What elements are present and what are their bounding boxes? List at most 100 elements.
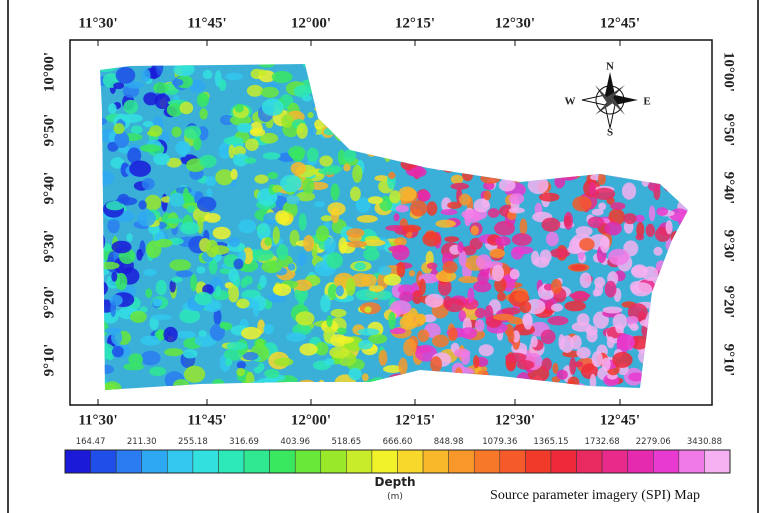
raster-blob xyxy=(245,139,259,151)
raster-blob xyxy=(390,300,411,314)
raster-blob xyxy=(477,114,491,121)
raster-blob xyxy=(655,284,672,294)
raster-blob xyxy=(660,334,668,345)
raster-blob xyxy=(350,119,365,134)
legend-swatch xyxy=(116,450,142,473)
raster-blob xyxy=(368,196,383,204)
raster-blob xyxy=(444,236,459,242)
raster-blob xyxy=(551,304,563,312)
raster-blob xyxy=(277,244,289,260)
legend-swatch xyxy=(65,450,91,473)
raster-blob xyxy=(327,202,345,215)
raster-blob xyxy=(664,356,678,369)
raster-blob xyxy=(678,288,687,304)
raster-blob xyxy=(136,249,142,261)
raster-blob xyxy=(432,335,449,348)
raster-blob xyxy=(402,225,421,233)
raster-blob xyxy=(87,261,105,273)
raster-blob xyxy=(458,131,468,140)
raster-blob xyxy=(457,241,463,253)
raster-blob xyxy=(93,236,101,249)
raster-blob xyxy=(143,269,156,276)
raster-blob xyxy=(422,232,441,247)
raster-blob xyxy=(507,165,529,182)
raster-blob xyxy=(562,64,573,70)
raster-blob xyxy=(410,167,427,178)
raster-blob xyxy=(670,108,686,116)
raster-blob xyxy=(137,210,156,226)
raster-blob xyxy=(561,147,570,160)
raster-blob xyxy=(302,178,314,194)
raster-blob xyxy=(560,170,578,180)
raster-blob xyxy=(674,353,690,364)
raster-blob xyxy=(272,185,282,193)
raster-blob xyxy=(244,157,256,163)
raster-blob xyxy=(408,374,416,382)
legend-swatch xyxy=(372,450,398,473)
raster-blob xyxy=(273,284,291,296)
raster-blob xyxy=(397,262,406,278)
raster-blob xyxy=(408,98,421,108)
raster-blob xyxy=(561,55,568,72)
raster-blob xyxy=(383,93,391,101)
raster-blob xyxy=(173,63,194,76)
raster-blob xyxy=(485,382,498,390)
raster-blob xyxy=(266,389,274,399)
raster-blob xyxy=(551,279,562,294)
legend-swatch xyxy=(244,450,270,473)
raster-blob xyxy=(384,146,391,162)
raster-blob xyxy=(467,288,474,304)
raster-blob xyxy=(364,379,382,390)
raster-blob xyxy=(335,54,350,71)
raster-blob xyxy=(219,79,226,91)
raster-blob xyxy=(600,236,610,253)
raster-blob xyxy=(314,102,323,112)
raster-blob xyxy=(648,387,655,399)
raster-blob xyxy=(605,222,622,236)
raster-blob xyxy=(648,180,661,192)
raster-blob xyxy=(229,237,240,247)
raster-blob xyxy=(667,60,679,77)
raster-blob xyxy=(272,71,293,83)
raster-blob xyxy=(509,207,525,213)
raster-blob xyxy=(396,205,409,213)
raster-blob xyxy=(643,66,658,77)
legend-swatch xyxy=(653,450,679,473)
raster-blob xyxy=(587,115,601,132)
raster-blob xyxy=(451,155,464,165)
raster-blob xyxy=(671,121,685,134)
raster-blob xyxy=(378,266,391,276)
raster-blob xyxy=(116,57,136,64)
raster-blob xyxy=(454,349,471,358)
raster-blob xyxy=(528,121,536,128)
raster-blob xyxy=(419,279,426,296)
raster-blob xyxy=(542,358,552,371)
raster-blob xyxy=(264,237,272,246)
raster-blob xyxy=(140,144,161,152)
raster-blob xyxy=(180,222,199,235)
raster-blob xyxy=(531,336,538,348)
raster-blob xyxy=(572,383,587,399)
raster-blob xyxy=(92,161,100,168)
raster-blob xyxy=(247,85,263,97)
raster-blob xyxy=(556,370,567,380)
raster-blob xyxy=(303,59,315,69)
raster-blob xyxy=(388,172,395,179)
raster-blob xyxy=(528,171,534,177)
raster-blob xyxy=(444,298,464,312)
raster-blob xyxy=(258,69,267,76)
legend-swatch xyxy=(346,450,372,473)
raster-blob xyxy=(535,74,547,82)
raster-blob xyxy=(204,213,220,223)
raster-blob xyxy=(374,138,381,151)
raster-blob xyxy=(511,379,520,397)
legend-swatch xyxy=(602,450,628,473)
raster-blob xyxy=(343,150,356,163)
y-label-left: 9°20' xyxy=(41,286,57,319)
raster-blob xyxy=(349,368,362,381)
raster-blob xyxy=(477,370,488,377)
raster-blob xyxy=(92,151,100,163)
raster-blob xyxy=(663,73,670,82)
raster-blob xyxy=(449,127,457,140)
raster-blob xyxy=(524,76,533,92)
